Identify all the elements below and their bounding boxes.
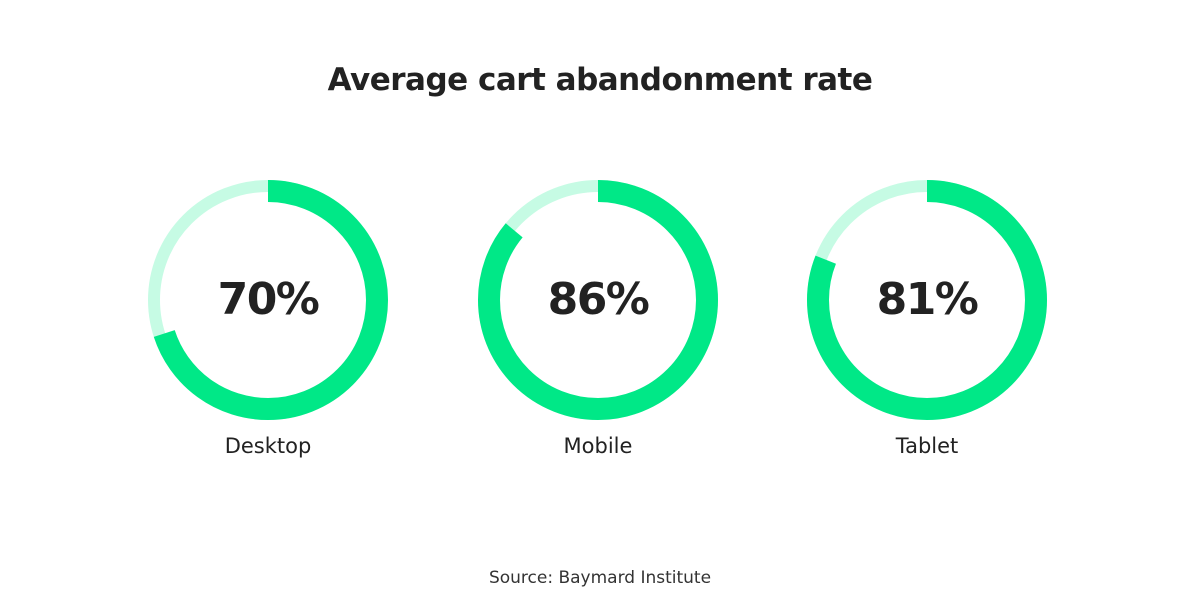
ring-arc	[478, 180, 718, 420]
gauge-label: Tablet	[895, 434, 959, 458]
donut-ring-desktop	[148, 180, 388, 420]
gauge-value: 86%	[547, 274, 650, 325]
gauge-label: Desktop	[224, 434, 312, 458]
ring-arc	[807, 180, 1047, 420]
gauge-mobile: 86% Mobile	[474, 176, 722, 476]
source-note: Source: Baymard Institute	[488, 568, 712, 588]
donut-ring-mobile	[478, 180, 718, 420]
gauge-value: 70%	[217, 274, 320, 325]
chart-title: Average cart abandonment rate	[327, 62, 873, 98]
ring-arc	[148, 180, 388, 420]
gauge-tablet: 81% Tablet	[803, 176, 1051, 476]
gauge-value: 81%	[876, 274, 979, 325]
donut-ring-tablet	[807, 180, 1047, 420]
gauge-desktop: 70% Desktop	[144, 176, 392, 476]
gauge-label: Mobile	[563, 434, 633, 458]
